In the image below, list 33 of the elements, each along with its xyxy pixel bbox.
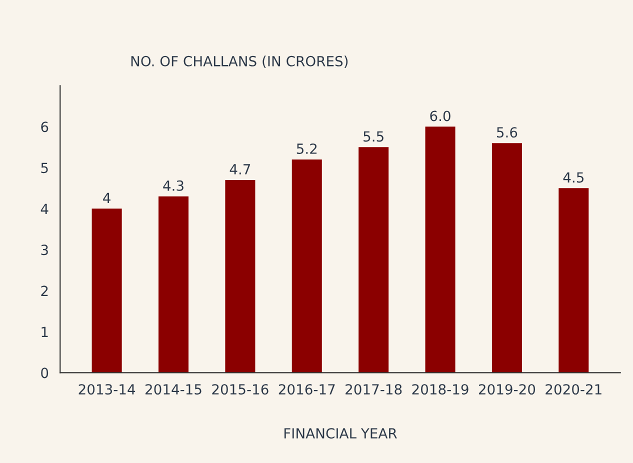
data-label: 4.5 — [563, 172, 584, 183]
data-label: 4 — [103, 192, 110, 204]
x-tick-label: 2015-16 — [212, 384, 268, 395]
x-tick-label: 2013-14 — [78, 384, 136, 395]
y-tick-label: 5 — [41, 162, 48, 174]
data-label: 6.0 — [430, 110, 450, 122]
bar — [225, 180, 256, 373]
data-label: 5.2 — [296, 143, 317, 154]
y-tick-label: 1 — [42, 326, 48, 337]
data-label: 4.7 — [230, 164, 250, 174]
bar — [292, 159, 322, 373]
y-tick-label: 0 — [41, 368, 48, 378]
x-axis-title: FINANCIAL YEAR — [284, 428, 397, 439]
y-tick-label: 2 — [41, 286, 48, 296]
bar — [425, 126, 456, 373]
y-tick-label: 4 — [40, 204, 48, 214]
x-tick-label: 2017-18 — [346, 384, 402, 395]
x-tick-label: 2020-21 — [546, 384, 602, 395]
bar — [558, 188, 589, 373]
x-tick-label: 2014-15 — [146, 384, 202, 395]
y-tick-label: 3 — [41, 244, 48, 256]
x-tick-label: 2019-20 — [478, 384, 536, 395]
bar — [92, 208, 122, 373]
y-tick-label: 6 — [41, 122, 48, 132]
data-label: 5.6 — [496, 127, 518, 138]
chart-title: NO. OF CHALLANS (IN CRORES) — [131, 56, 348, 68]
x-tick-label: 2016-17 — [278, 384, 335, 395]
bar — [358, 147, 389, 373]
x-tick-label: 2018-19 — [412, 384, 468, 395]
data-label: 4.3 — [163, 180, 184, 191]
data-label: 5.5 — [364, 131, 384, 142]
bar — [158, 196, 189, 373]
bar — [492, 143, 522, 373]
